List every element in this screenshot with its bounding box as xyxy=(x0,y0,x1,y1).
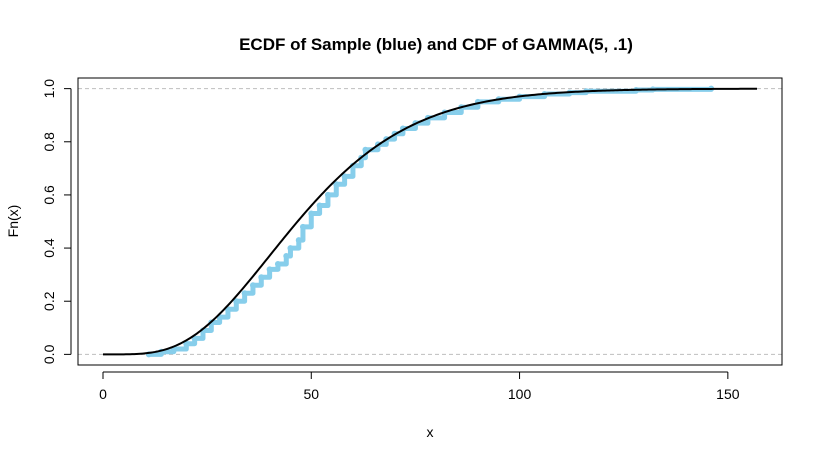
ecdf-point xyxy=(258,274,265,281)
x-tick-label: 150 xyxy=(716,386,740,402)
ecdf-point xyxy=(295,237,302,244)
y-tick-label: 1.0 xyxy=(41,79,57,99)
plot-data xyxy=(102,85,758,358)
x-tick-label: 0 xyxy=(99,386,107,402)
ecdf-line xyxy=(146,86,714,357)
ecdf-point xyxy=(308,210,315,217)
ecdf-point xyxy=(233,298,240,305)
y-axis: 0.0 0.2 0.4 0.6 0.8 1.0 xyxy=(41,79,72,364)
ecdf-point xyxy=(341,173,348,180)
ecdf-point xyxy=(362,146,369,153)
y-tick-label: 0.0 xyxy=(41,344,57,364)
ecdf-point xyxy=(324,191,331,198)
y-tick-label: 0.6 xyxy=(41,185,57,205)
gamma-cdf-line xyxy=(102,87,758,356)
ecdf-point xyxy=(299,223,306,230)
x-axis: 0 50 100 150 xyxy=(99,371,740,402)
chart-title: ECDF of Sample (blue) and CDF of GAMMA(5… xyxy=(239,35,633,54)
x-tick-label: 100 xyxy=(508,386,532,402)
y-axis-label: Fn(x) xyxy=(5,205,21,238)
plot-frame xyxy=(77,77,783,366)
y-tick-label: 0.4 xyxy=(41,238,57,258)
ecdf-point xyxy=(316,202,323,209)
x-tick-label: 50 xyxy=(303,386,319,402)
ecdf-point xyxy=(241,290,248,297)
ecdf-point xyxy=(274,261,281,268)
ecdf-point xyxy=(266,266,273,273)
x-axis-label: x xyxy=(427,424,434,440)
ecdf-point xyxy=(249,282,256,289)
y-tick-label: 0.8 xyxy=(41,132,57,152)
reference-lines xyxy=(78,88,782,355)
ecdf-point xyxy=(287,245,294,252)
y-tick-label: 0.2 xyxy=(41,291,57,311)
ecdf-point xyxy=(283,253,290,260)
ecdf-point xyxy=(333,181,340,188)
